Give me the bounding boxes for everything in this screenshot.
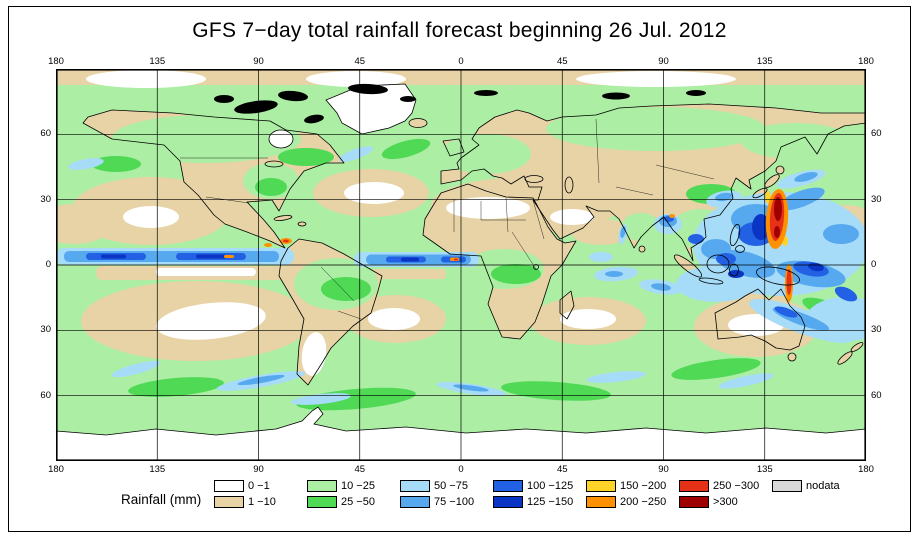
legend-item: 1 −10	[214, 495, 307, 508]
legend-item-label: 0 −1	[248, 479, 270, 492]
lon-tick-bottom: 180	[48, 464, 64, 475]
legend-column: 100 −125 125 −150	[493, 479, 586, 508]
chart-title: GFS 7−day total rainfall forecast beginn…	[192, 19, 727, 42]
lat-tick-right: 0	[871, 259, 877, 270]
legend-column: 250 −300 >300	[679, 479, 772, 508]
legend-item-label: 25 −50	[341, 495, 375, 508]
lon-tick-top: 135	[149, 56, 166, 67]
legend-item-label: >300	[713, 495, 738, 508]
legend-item-label: nodata	[806, 479, 840, 492]
lakes-layer	[264, 160, 574, 270]
lat-tick-left: 0	[45, 259, 51, 270]
lat-tick-left: 60	[40, 128, 51, 140]
legend: Rainfall (mm) 0 −1 1 −10 10 −25 25 −50 50 −7…	[9, 479, 910, 523]
map-border	[56, 69, 866, 461]
legend-column: 0 −1 1 −10	[214, 479, 307, 508]
legend-swatch	[493, 495, 523, 508]
grid-lines	[56, 69, 866, 461]
legend-item-label: 200 −250	[620, 495, 667, 508]
lon-tick-top: 0	[458, 56, 464, 67]
legend-swatch	[214, 495, 244, 508]
lon-tick-bottom: 90	[253, 464, 264, 475]
lon-tick-top: 45	[556, 56, 568, 67]
lon-tick-top: 135	[756, 56, 773, 67]
lat-tick-left: 30	[40, 193, 51, 205]
legend-swatch	[307, 479, 337, 492]
legend-swatch	[679, 495, 709, 508]
lat-tick-right: 60	[871, 389, 882, 401]
legend-item: nodata	[772, 479, 865, 492]
legend-swatch	[679, 479, 709, 492]
lon-tick-top: 90	[658, 56, 669, 67]
lon-tick-bottom: 90	[658, 464, 669, 475]
arctic-ice-blobs	[214, 83, 706, 124]
lon-tick-bottom: 45	[354, 464, 366, 475]
legend-item-label: 100 −125	[527, 479, 574, 492]
world-map-svg	[56, 69, 866, 461]
legend-item: 125 −150	[493, 495, 586, 508]
legend-column: 10 −25 25 −50	[307, 479, 400, 508]
lon-tick-top: 90	[253, 56, 264, 67]
legend-item: 75 −100	[400, 495, 493, 508]
legend-item: 50 −75	[400, 479, 493, 492]
legend-swatch	[400, 479, 430, 492]
legend-item-label: 1 −10	[248, 495, 276, 508]
lon-tick-bottom: 0	[458, 464, 464, 475]
legend-swatch	[772, 479, 802, 492]
legend-swatch	[586, 479, 616, 492]
legend-item-label: 50 −75	[434, 479, 468, 492]
lon-tick-bottom: 45	[556, 464, 568, 475]
lon-tick-bottom: 180	[858, 464, 874, 475]
lon-tick-top: 45	[354, 56, 366, 67]
legend-item-label: 75 −100	[434, 495, 475, 508]
figure-frame: GFS 7−day total rainfall forecast beginn…	[8, 6, 911, 532]
legend-item: 200 −250	[586, 495, 679, 508]
lon-tick-bottom: 135	[756, 464, 773, 475]
lon-tick-top: 180	[48, 56, 64, 67]
lat-tick-right: 30	[871, 324, 882, 336]
rain-over-300-layer	[774, 197, 782, 238]
country-borders	[180, 118, 715, 320]
legend-column: 150 −200 200 −250	[586, 479, 679, 508]
legend-item-label: 150 −200	[620, 479, 667, 492]
legend-swatch	[493, 479, 523, 492]
legend-item-label: 250 −300	[713, 479, 760, 492]
lat-tick-left: 30	[40, 324, 51, 336]
legend-swatch	[214, 479, 244, 492]
legend-item: 10 −25	[307, 479, 400, 492]
legend-item: 0 −1	[214, 479, 307, 492]
legend-item: 100 −125	[493, 479, 586, 492]
rain-10-25-layer	[111, 107, 851, 310]
legend-item: 150 −200	[586, 479, 679, 492]
lon-tick-top: 180	[858, 56, 874, 67]
world-map	[56, 69, 866, 461]
lat-tick-right: 60	[871, 128, 882, 140]
lat-tick-right: 30	[871, 193, 882, 205]
legend-item: 25 −50	[307, 495, 400, 508]
legend-swatch	[400, 495, 430, 508]
legend-swatch	[307, 495, 337, 508]
legend-swatch	[586, 495, 616, 508]
rain-0-1-layer	[86, 70, 784, 376]
legend-column: nodata	[772, 479, 865, 508]
legend-item: >300	[679, 495, 772, 508]
legend-item: 250 −300	[679, 479, 772, 492]
lat-tick-left: 60	[40, 389, 51, 401]
legend-column: 50 −75 75 −100	[400, 479, 493, 508]
legend-title: Rainfall (mm)	[121, 492, 202, 507]
legend-columns: 0 −1 1 −10 10 −25 25 −50 50 −75 75 −100 100 −1…	[214, 479, 865, 508]
lon-tick-bottom: 135	[149, 464, 166, 475]
legend-item-label: 10 −25	[341, 479, 375, 492]
legend-item-label: 125 −150	[527, 495, 574, 508]
